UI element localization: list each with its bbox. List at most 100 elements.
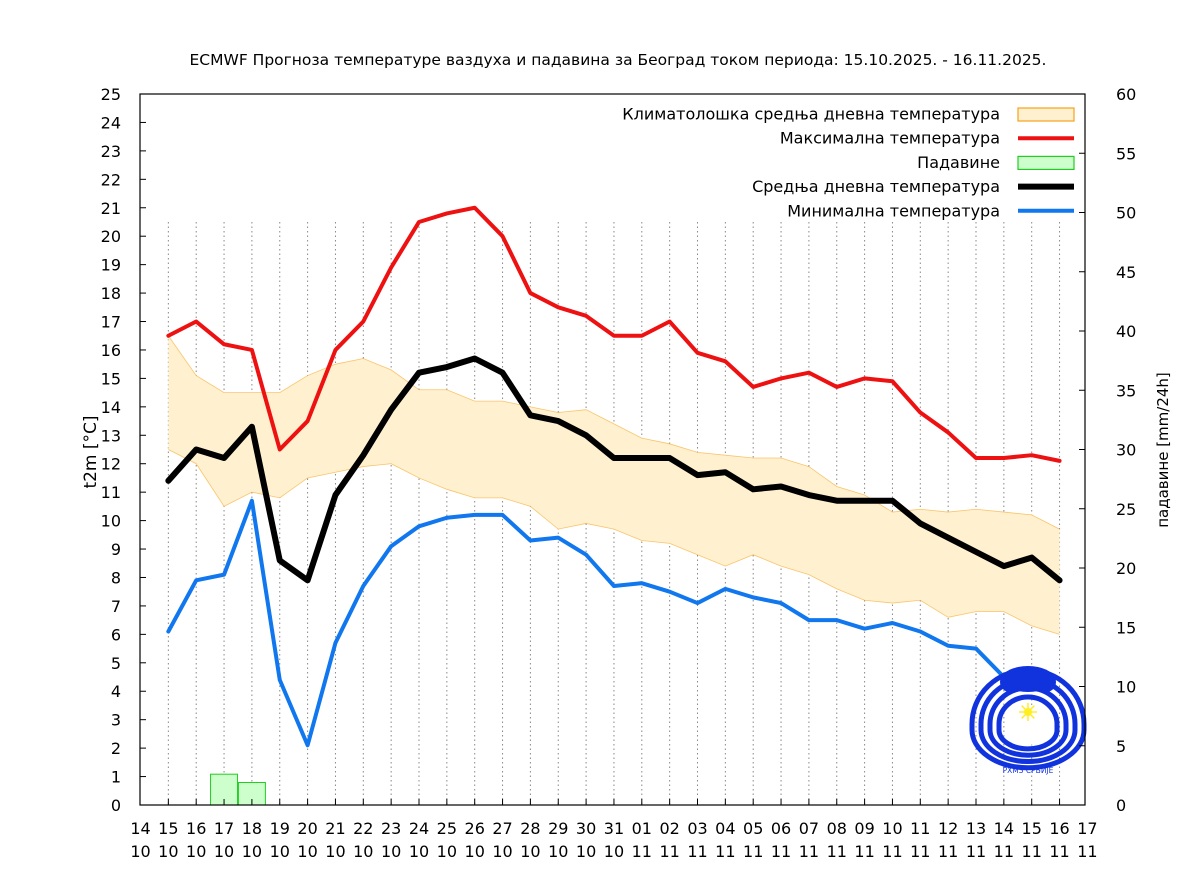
y2-tick-label: 15: [1116, 618, 1136, 637]
mean-temp-line: [165, 355, 1063, 584]
y2-tick-label: 35: [1116, 381, 1136, 400]
y2-tick-label: 30: [1116, 441, 1136, 460]
x-tick-day: 15: [158, 819, 178, 838]
x-tick-month: 11: [827, 842, 847, 861]
legend-label: Минимална температура: [787, 201, 1000, 220]
logo-cloud-left: [1000, 672, 1020, 692]
x-tick-month: 11: [1077, 842, 1097, 861]
y-tick-label: 2: [111, 739, 121, 758]
y-tick-label: 5: [111, 654, 121, 673]
x-tick-day: 16: [186, 819, 206, 838]
x-tick-day: 11: [910, 819, 930, 838]
y-tick-label: 15: [101, 369, 121, 388]
x-tick-day: 21: [325, 819, 345, 838]
x-tick-day: 30: [576, 819, 596, 838]
y-tick-label: 13: [101, 426, 121, 445]
y-tick-label: 23: [101, 142, 121, 161]
logo-caption: РХМЗ СРБИЈЕ: [1003, 766, 1054, 775]
y-tick-label: 11: [101, 483, 121, 502]
x-tick-month: 10: [465, 842, 485, 861]
y-tick-label: 10: [101, 512, 121, 531]
y-axis-left: 0123456789101112131415161718192021222324…: [101, 85, 146, 815]
logo-sun-ray: [1027, 705, 1035, 713]
x-tick-day: 04: [715, 819, 735, 838]
precipitation-bars: [210, 773, 266, 806]
logo-ring: [969, 667, 1087, 771]
x-tick-day: 23: [381, 819, 401, 838]
temperature-series: [165, 205, 1063, 748]
y-tick-label: 16: [101, 341, 121, 360]
x-tick-day: 08: [827, 819, 847, 838]
y-tick-label: 21: [101, 199, 121, 218]
legend-swatch-precip: [1017, 155, 1075, 170]
y-tick-label: 12: [101, 455, 121, 474]
x-tick-day: 17: [1077, 819, 1097, 838]
x-tick-month: 10: [576, 842, 596, 861]
logo-sun-ray: [1027, 711, 1035, 719]
y-tick-label: 3: [111, 711, 121, 730]
x-tick-month: 11: [799, 842, 819, 861]
legend-label: Средња дневна температура: [752, 177, 1000, 196]
y2-tick-label: 40: [1116, 322, 1136, 341]
x-tick-month: 11: [771, 842, 791, 861]
x-tick-month: 10: [325, 842, 345, 861]
x-tick-month: 10: [186, 842, 206, 861]
y2-tick-label: 0: [1116, 796, 1126, 815]
x-tick-day: 09: [854, 819, 874, 838]
x-tick-month: 10: [353, 842, 373, 861]
x-tick-day: 12: [938, 819, 958, 838]
y-tick-label: 4: [111, 682, 121, 701]
logo-cloud-right: [1036, 672, 1056, 692]
x-tick-day: 16: [1049, 819, 1069, 838]
x-tick-day: 13: [966, 819, 986, 838]
y-axis-right: 0 5 10 15 20 25 30 35 40 45 50 55 60: [1079, 85, 1136, 815]
min-temp-line: [166, 498, 1062, 748]
x-tick-month: 11: [882, 842, 902, 861]
y2-tick-label: 25: [1116, 500, 1136, 519]
y-tick-label: 6: [111, 625, 121, 644]
logo-ring: [987, 685, 1069, 758]
y-tick-label: 19: [101, 256, 121, 275]
climatology-band-upper: [168, 335, 1060, 530]
climatology-band-lower: [168, 449, 1060, 635]
x-tick-day: 05: [743, 819, 763, 838]
x-tick-day: 19: [270, 819, 290, 838]
y-tick-label: 17: [101, 313, 121, 332]
legend-label: Падавине: [917, 153, 1000, 172]
y2-axis-label: падавине [mm/24h]: [1154, 372, 1172, 528]
x-tick-day: 29: [548, 819, 568, 838]
y-tick-label: 0: [111, 796, 121, 815]
x-tick-month: 10: [409, 842, 429, 861]
x-tick-day: 27: [492, 819, 512, 838]
y2-tick-label: 55: [1116, 144, 1136, 163]
x-tick-month: 11: [687, 842, 707, 861]
x-tick-day: 26: [465, 819, 485, 838]
legend-label: Максимална температура: [780, 129, 1000, 148]
x-tick-day: 07: [799, 819, 819, 838]
y-tick-label: 8: [111, 568, 121, 587]
logo-sun-ray: [1021, 705, 1029, 713]
x-tick-month: 10: [130, 842, 150, 861]
x-tick-day: 20: [297, 819, 317, 838]
x-tick-month: 11: [1022, 842, 1042, 861]
y-tick-label: 24: [101, 113, 121, 132]
x-tick-day: 01: [632, 819, 652, 838]
x-tick-month: 10: [548, 842, 568, 861]
y-tick-label: 20: [101, 227, 121, 246]
x-tick-day: 24: [409, 819, 429, 838]
x-tick-day: 31: [604, 819, 624, 838]
x-tick-month: 10: [297, 842, 317, 861]
x-tick-month: 10: [242, 842, 262, 861]
x-tick-month: 11: [994, 842, 1014, 861]
y2-tick-label: 50: [1116, 204, 1136, 223]
y-axis-label: t2m [°C]: [81, 415, 101, 488]
legend-swatch-band: [1017, 107, 1075, 122]
x-tick-month: 11: [743, 842, 763, 861]
x-tick-month: 11: [632, 842, 652, 861]
x-tick-month: 11: [715, 842, 735, 861]
y2-tick-label: 5: [1116, 737, 1126, 756]
logo-center: [1007, 707, 1049, 745]
x-tick-month: 10: [492, 842, 512, 861]
x-tick-month: 10: [214, 842, 234, 861]
